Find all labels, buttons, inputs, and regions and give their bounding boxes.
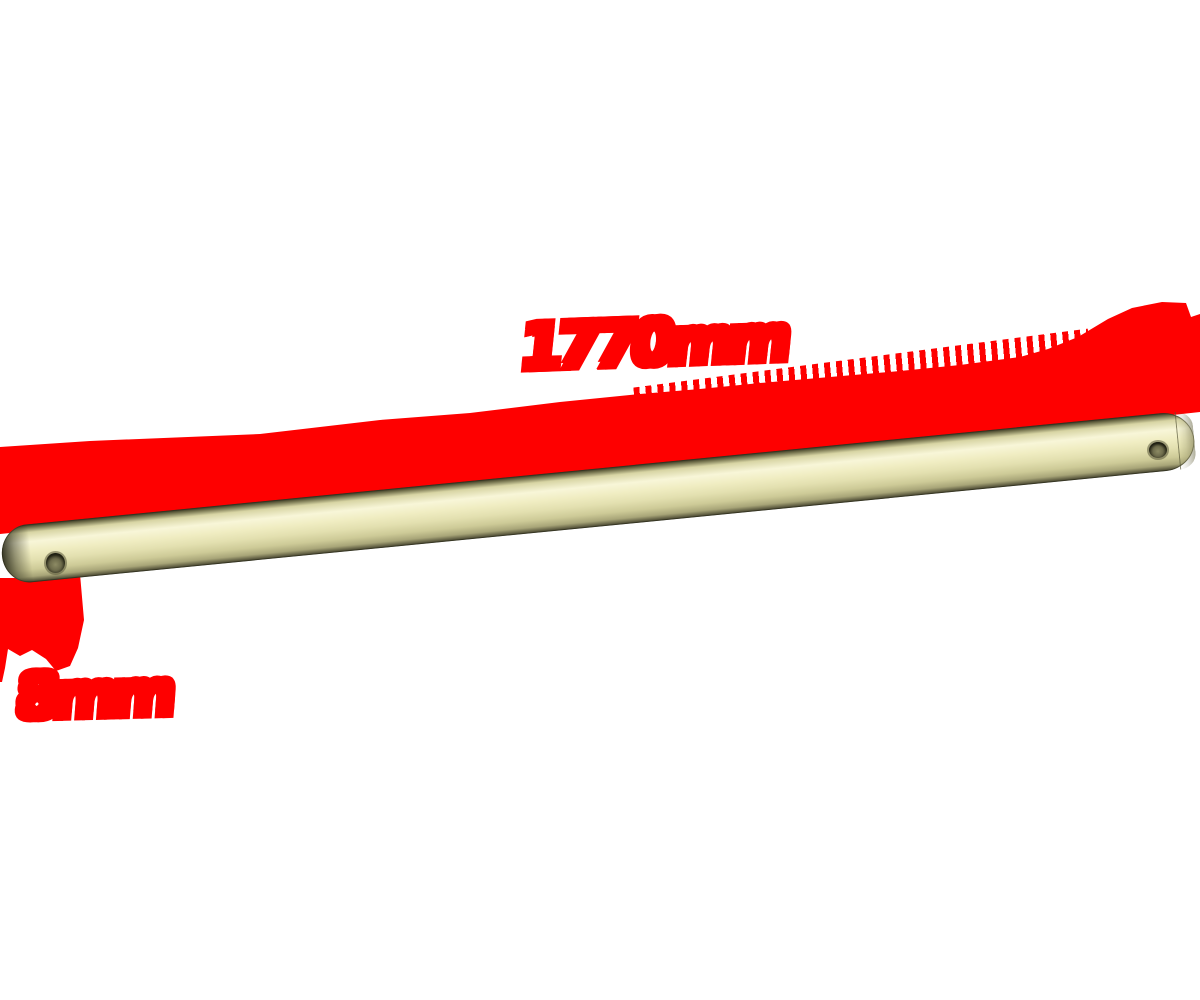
hole-diameter-label[interactable]: 8mm [10, 653, 176, 736]
tube-hole-right [1149, 442, 1167, 458]
length-dimension-band [0, 302, 1200, 534]
tube-hole-left [46, 553, 65, 573]
length-dimension-label[interactable]: 1770mm [513, 298, 792, 387]
hole-leader-blob [0, 574, 84, 682]
